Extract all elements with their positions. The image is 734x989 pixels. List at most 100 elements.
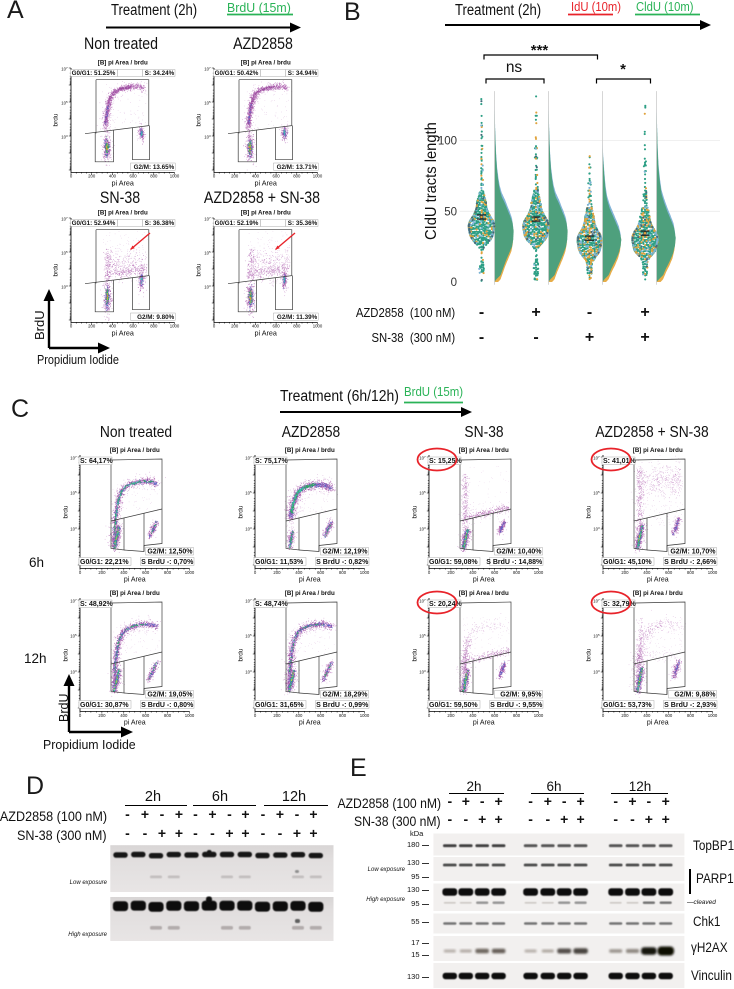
svg-text:[B] pi Area / brdu: [B] pi Area / brdu xyxy=(110,590,160,597)
svg-text:0: 0 xyxy=(428,713,431,718)
svg-text:G0/G1: 51.25%: G0/G1: 51.25% xyxy=(71,70,115,77)
svg-text:S: 20,24%: S: 20,24% xyxy=(429,601,462,608)
svg-text:G2/M: 9,88%: G2/M: 9,88% xyxy=(674,692,716,699)
svg-text:S: 64,17%: S: 64,17% xyxy=(80,458,113,465)
svg-text:800: 800 xyxy=(164,570,172,575)
svg-text:S BrdU -: 9,55%: S BrdU -: 9,55% xyxy=(490,702,543,709)
svg-text:107: 107 xyxy=(245,598,252,604)
svg-text:107: 107 xyxy=(61,216,68,222)
svg-text:[B] pi Area / brdu: [B] pi Area / brdu xyxy=(459,447,509,454)
svg-text:200: 200 xyxy=(447,570,455,575)
svg-text:107: 107 xyxy=(204,66,211,72)
svg-text:105: 105 xyxy=(419,490,426,496)
svg-text:pi Area: pi Area xyxy=(254,179,276,188)
svg-text:400: 400 xyxy=(120,713,128,718)
svg-text:S: 15,25%: S: 15,25% xyxy=(429,458,462,465)
svg-text:600: 600 xyxy=(142,713,150,718)
svg-text:pi Area: pi Area xyxy=(124,577,146,584)
svg-text:pi Area: pi Area xyxy=(647,720,669,727)
svg-text:400: 400 xyxy=(469,713,477,718)
svg-text:107: 107 xyxy=(419,598,426,604)
svg-text:S: 48,92%: S: 48,92% xyxy=(80,601,113,608)
svg-text:0: 0 xyxy=(79,570,82,575)
svg-text:pi Area: pi Area xyxy=(124,720,146,727)
svg-text:200: 200 xyxy=(621,713,629,718)
svg-text:103: 103 xyxy=(204,284,211,290)
svg-text:400: 400 xyxy=(108,174,116,179)
svg-text:brdu: brdu xyxy=(237,505,244,518)
svg-text:107: 107 xyxy=(204,216,211,222)
svg-text:G2/M: 12,19%: G2/M: 12,19% xyxy=(322,549,368,556)
svg-text:G0/G1: 30,87%: G0/G1: 30,87% xyxy=(80,702,129,709)
svg-text:800: 800 xyxy=(513,713,521,718)
svg-text:pi Area: pi Area xyxy=(647,577,669,584)
svg-text:brdu: brdu xyxy=(586,648,593,661)
svg-text:G0/G1: 53,73%: G0/G1: 53,73% xyxy=(603,702,652,709)
svg-text:200: 200 xyxy=(273,713,281,718)
svg-text:400: 400 xyxy=(108,324,116,329)
svg-text:200: 200 xyxy=(231,324,239,329)
svg-text:1000: 1000 xyxy=(312,174,322,179)
svg-text:200: 200 xyxy=(273,570,281,575)
svg-text:600: 600 xyxy=(142,570,150,575)
svg-text:brdu: brdu xyxy=(586,505,593,518)
svg-text:400: 400 xyxy=(295,570,303,575)
svg-text:600: 600 xyxy=(272,174,280,179)
svg-text:1000: 1000 xyxy=(534,713,544,718)
svg-text:G2/M: 9,95%: G2/M: 9,95% xyxy=(500,692,542,699)
svg-text:200: 200 xyxy=(621,570,629,575)
svg-text:600: 600 xyxy=(665,570,673,575)
svg-text:103: 103 xyxy=(593,526,600,532)
svg-text:105: 105 xyxy=(204,100,211,106)
svg-text:200: 200 xyxy=(98,570,106,575)
svg-text:400: 400 xyxy=(295,713,303,718)
svg-text:103: 103 xyxy=(593,669,600,675)
svg-text:S: 36.38%: S: 36.38% xyxy=(144,220,174,227)
svg-text:brdu: brdu xyxy=(52,263,59,276)
svg-text:800: 800 xyxy=(164,713,172,718)
svg-text:107: 107 xyxy=(593,598,600,604)
svg-text:[B] pi Area / brdu: [B] pi Area / brdu xyxy=(459,590,509,597)
svg-text:brdu: brdu xyxy=(63,648,70,661)
svg-text:S BrdU -: 0,82%: S BrdU -: 0,82% xyxy=(316,559,369,566)
svg-text:[B] pi Area / brdu: [B] pi Area / brdu xyxy=(284,447,334,454)
svg-text:200: 200 xyxy=(447,713,455,718)
svg-text:G0/G1: 50.42%: G0/G1: 50.42% xyxy=(214,70,258,77)
svg-text:brdu: brdu xyxy=(412,648,419,661)
svg-text:S BrdU -: 2,93%: S BrdU -: 2,93% xyxy=(664,702,717,709)
svg-text:107: 107 xyxy=(419,455,426,461)
svg-text:[B] pi Area / brdu: [B] pi Area / brdu xyxy=(110,447,160,454)
svg-text:1000: 1000 xyxy=(359,570,369,575)
svg-text:105: 105 xyxy=(419,633,426,639)
svg-text:0: 0 xyxy=(253,713,256,718)
svg-text:600: 600 xyxy=(272,324,280,329)
svg-text:G2/M: 13.65%: G2/M: 13.65% xyxy=(133,164,174,171)
svg-text:G0/G1: 22,21%: G0/G1: 22,21% xyxy=(80,559,129,566)
svg-text:400: 400 xyxy=(120,570,128,575)
svg-text:200: 200 xyxy=(231,174,239,179)
svg-text:G0/G1: 52.94%: G0/G1: 52.94% xyxy=(71,220,115,227)
svg-text:1000: 1000 xyxy=(185,713,195,718)
svg-text:S BrdU -: 0,99%: S BrdU -: 0,99% xyxy=(316,702,369,709)
svg-text:600: 600 xyxy=(491,570,499,575)
svg-text:S: 35.36%: S: 35.36% xyxy=(287,220,317,227)
svg-text:G0/G1: 59,08%: G0/G1: 59,08% xyxy=(429,559,478,566)
svg-text:G2/M: 10,70%: G2/M: 10,70% xyxy=(670,549,716,556)
svg-text:G2/M: 9.80%: G2/M: 9.80% xyxy=(137,314,174,321)
svg-text:107: 107 xyxy=(245,455,252,461)
svg-text:pi Area: pi Area xyxy=(298,720,320,727)
svg-text:G2/M: 11.39%: G2/M: 11.39% xyxy=(276,314,317,321)
svg-text:0: 0 xyxy=(69,324,72,329)
svg-text:G0/G1: 31,65%: G0/G1: 31,65% xyxy=(255,702,304,709)
svg-text:105: 105 xyxy=(70,633,77,639)
svg-text:1000: 1000 xyxy=(534,570,544,575)
svg-text:105: 105 xyxy=(70,490,77,496)
svg-text:107: 107 xyxy=(70,598,77,604)
svg-text:600: 600 xyxy=(665,713,673,718)
svg-text:brdu: brdu xyxy=(237,648,244,661)
svg-text:0: 0 xyxy=(602,713,605,718)
svg-text:103: 103 xyxy=(70,669,77,675)
svg-text:G0/G1: 59,50%: G0/G1: 59,50% xyxy=(429,702,478,709)
svg-text:G2/M: 10,40%: G2/M: 10,40% xyxy=(496,549,542,556)
svg-text:[B] pi Area / brdu: [B] pi Area / brdu xyxy=(284,590,334,597)
